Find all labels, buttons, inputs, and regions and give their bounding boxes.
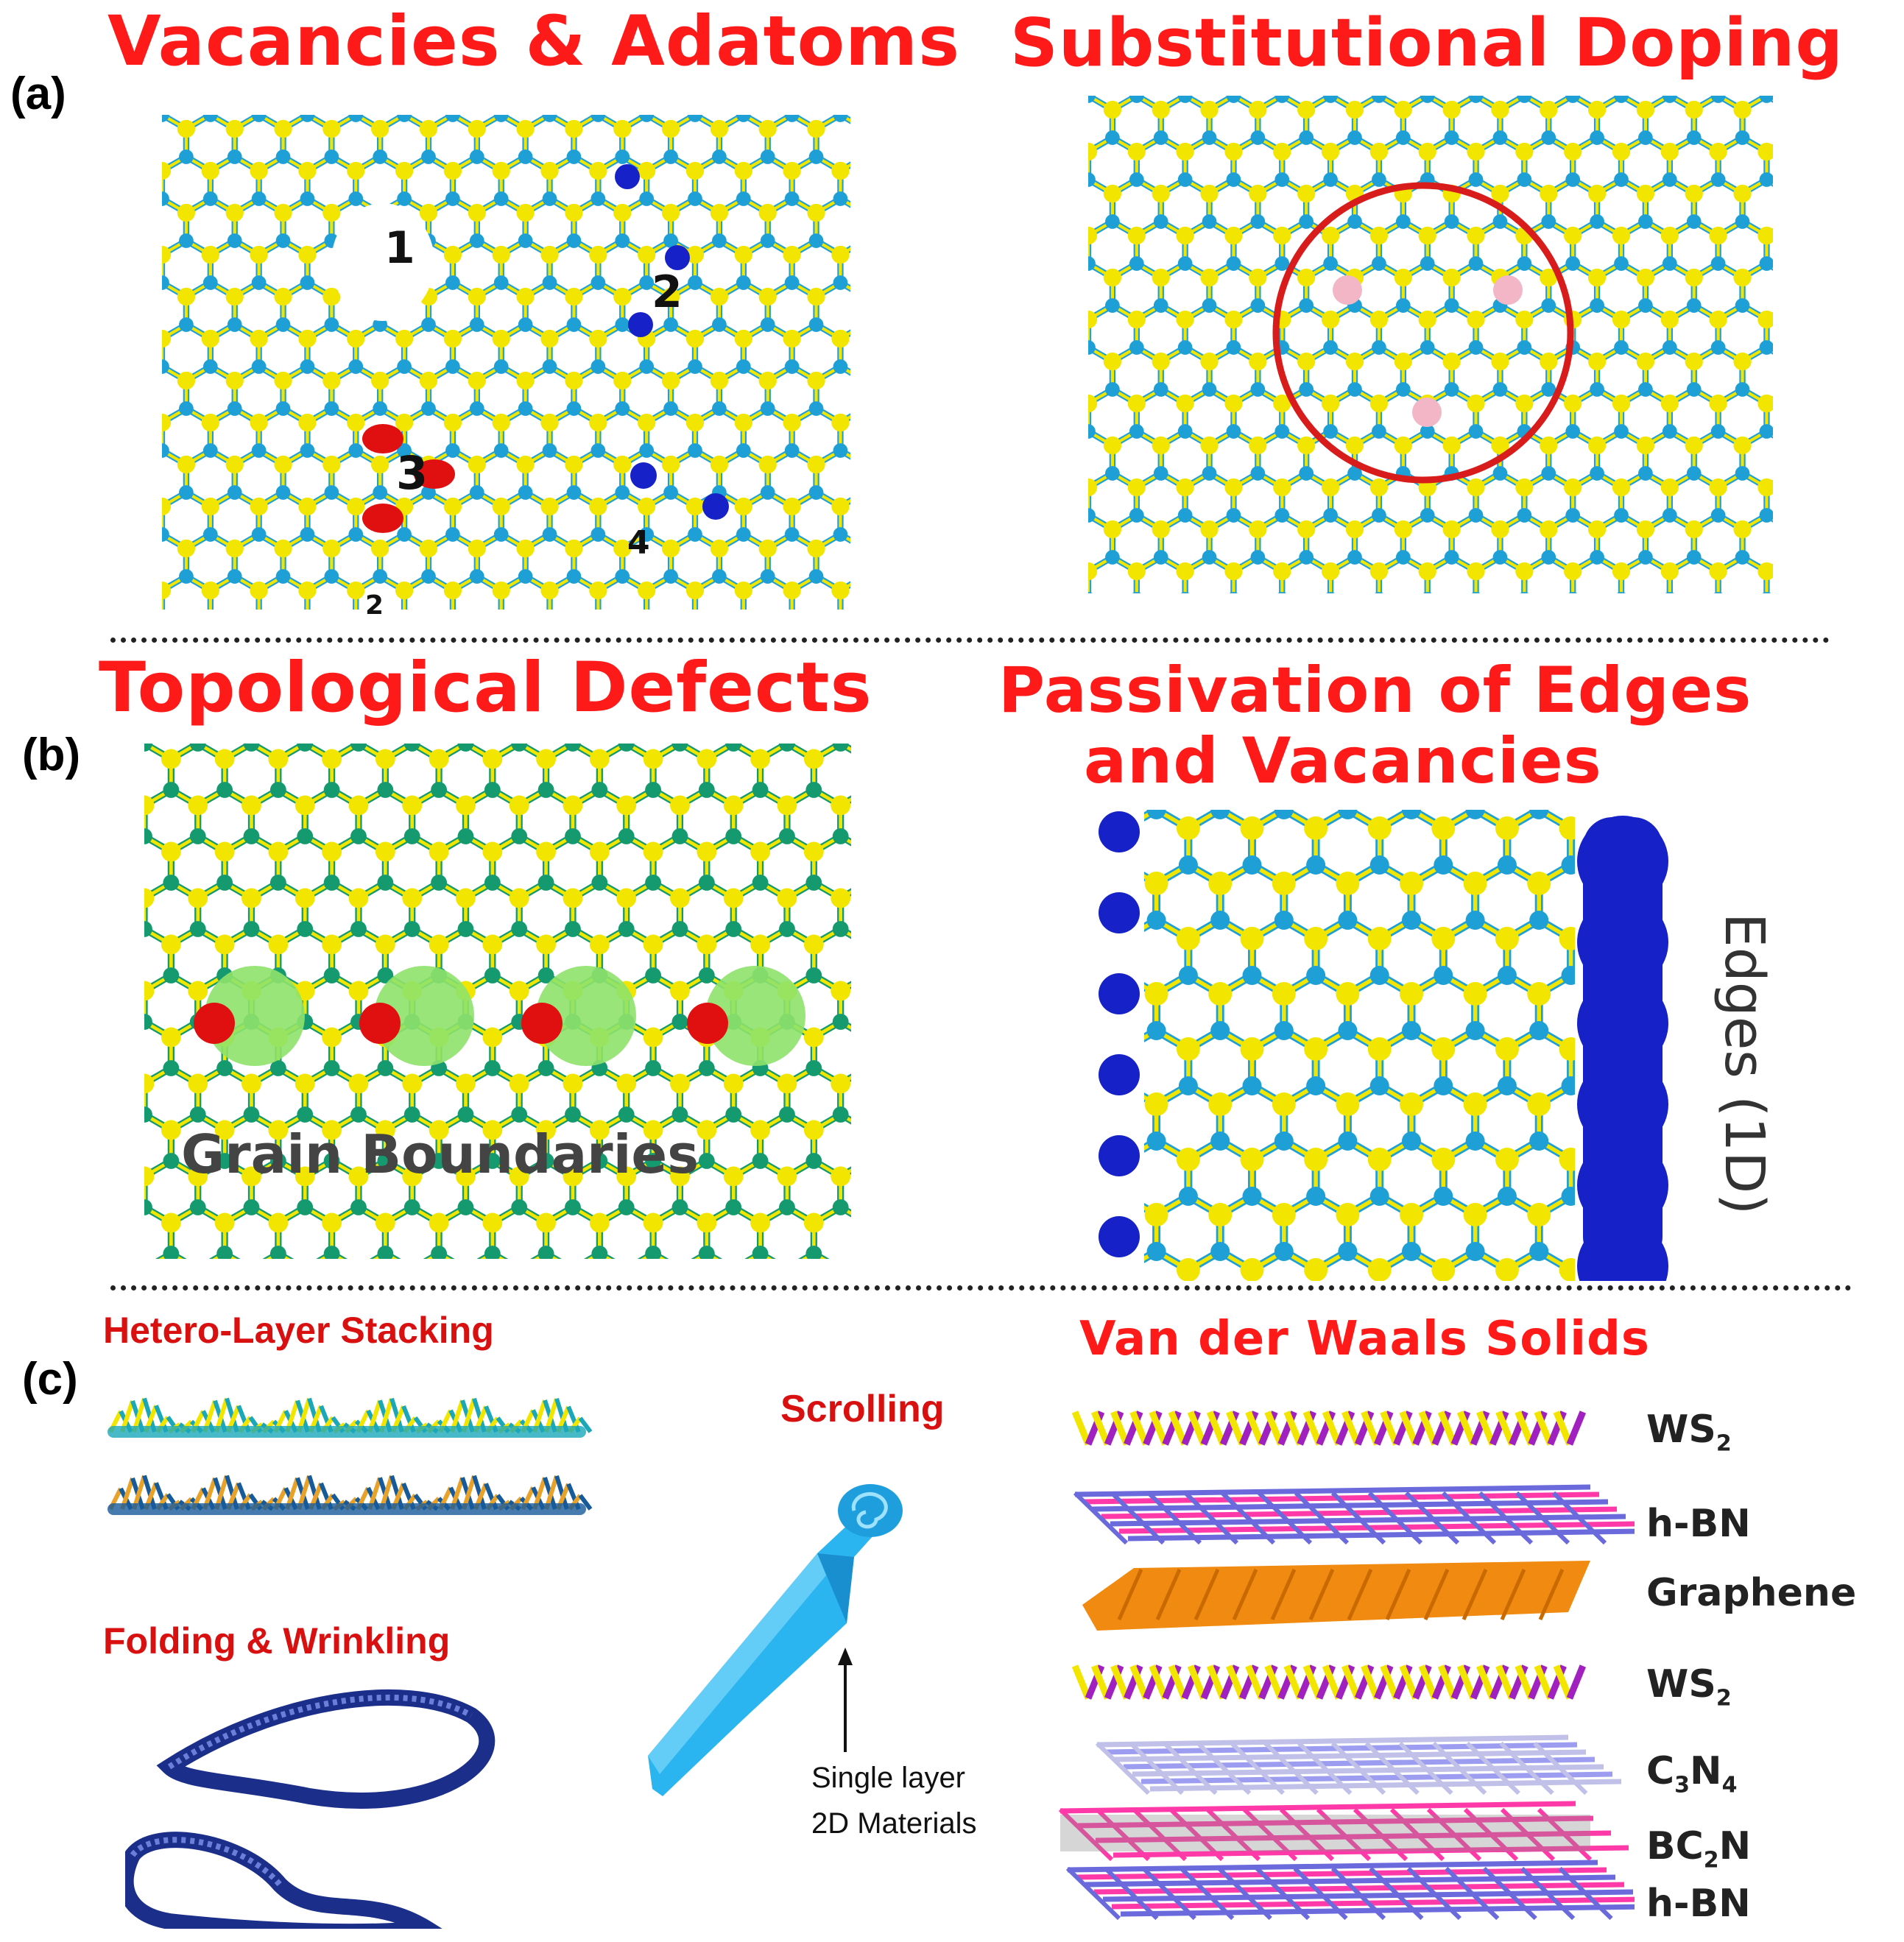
layer-label-hbn-top: h-BN [1646, 1502, 1751, 1546]
edge-passivation-lattice-image [1093, 810, 1682, 1281]
vacancies-lattice-image [162, 115, 850, 610]
vacancies-adatoms-title: Vacancies & Adatoms [107, 1, 961, 82]
panel-label-c: (c) [22, 1354, 78, 1405]
grain-boundary-lattice-image [144, 744, 851, 1259]
grain-boundaries-label: Grain Boundaries [181, 1123, 699, 1185]
edges-1d-label: Edges (1D) [1713, 913, 1776, 1215]
layer-label-c3n4: C3N4 [1646, 1749, 1738, 1798]
layer-label-bc2n: BC2N [1646, 1824, 1752, 1874]
layer-label-ws2-mid: WS2 [1646, 1662, 1732, 1712]
doping-lattice-image [1088, 96, 1773, 593]
defect-number-3: 3 [396, 446, 429, 500]
hetero-stack-icon [107, 1397, 593, 1515]
defect-number-1: 1 [384, 222, 415, 274]
folding-wrinkling-title: Folding & Wrinkling [103, 1620, 451, 1662]
defect-number-2b: 2 [365, 590, 384, 621]
layer-label-graphene: Graphene [1646, 1571, 1857, 1615]
scroll-icon [648, 1484, 903, 1796]
folded-sheet-icon [125, 1689, 496, 1929]
divider-bc [110, 1285, 1852, 1290]
panel-label-b: (b) [22, 730, 81, 780]
scroll-note-line2: 2D Materials [811, 1807, 977, 1840]
divider-ab [110, 638, 1830, 643]
layer-stack-icon [1058, 1410, 1635, 1921]
van-der-waals-title: Van der Waals Solids [1079, 1312, 1650, 1366]
defect-number-2: 2 [652, 266, 683, 318]
scroll-note-line1: Single layer [811, 1762, 966, 1794]
substitutional-doping-title: Substitutional Doping [1010, 4, 1844, 82]
layer-label-hbn-bottom: h-BN [1646, 1882, 1751, 1926]
hetero-layer-stacking-title: Hetero-Layer Stacking [103, 1310, 494, 1351]
scrolling-title: Scrolling [780, 1388, 945, 1430]
panel-label-a: (a) [10, 68, 66, 119]
passivation-title-line2: and Vacancies [1084, 724, 1602, 798]
layer-label-ws2-top: WS2 [1646, 1408, 1732, 1457]
defect-number-4: 4 [627, 524, 650, 562]
topological-defects-title: Topological Defects [99, 648, 872, 728]
passivation-title-line1: Passivation of Edges [998, 654, 1752, 727]
